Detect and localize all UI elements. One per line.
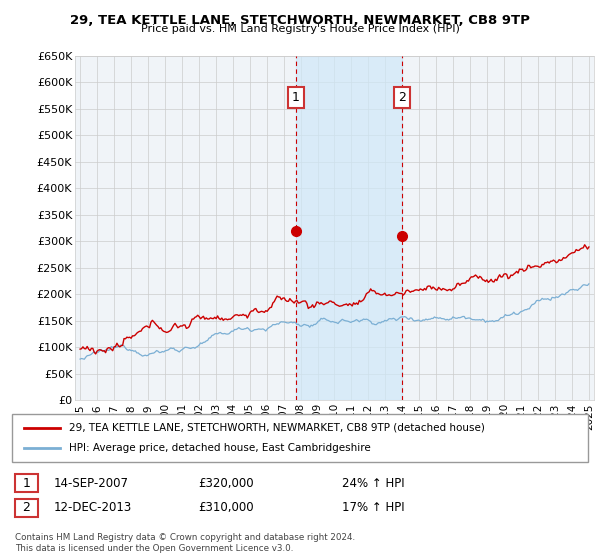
Text: 14-SEP-2007: 14-SEP-2007 (54, 477, 129, 490)
Text: £320,000: £320,000 (198, 477, 254, 490)
Text: 17% ↑ HPI: 17% ↑ HPI (342, 501, 404, 515)
Text: 29, TEA KETTLE LANE, STETCHWORTH, NEWMARKET, CB8 9TP: 29, TEA KETTLE LANE, STETCHWORTH, NEWMAR… (70, 14, 530, 27)
Text: 12-DEC-2013: 12-DEC-2013 (54, 501, 132, 515)
Bar (296, 56, 401, 400)
Text: 24% ↑ HPI: 24% ↑ HPI (342, 477, 404, 490)
Text: £310,000: £310,000 (198, 501, 254, 515)
Text: Contains HM Land Registry data © Crown copyright and database right 2024.
This d: Contains HM Land Registry data © Crown c… (15, 533, 355, 553)
Text: 2: 2 (398, 91, 406, 104)
Text: 2: 2 (22, 501, 31, 515)
Text: 1: 1 (292, 91, 299, 104)
Text: 29, TEA KETTLE LANE, STETCHWORTH, NEWMARKET, CB8 9TP (detached house): 29, TEA KETTLE LANE, STETCHWORTH, NEWMAR… (69, 423, 485, 433)
Text: Price paid vs. HM Land Registry's House Price Index (HPI): Price paid vs. HM Land Registry's House … (140, 24, 460, 34)
Text: HPI: Average price, detached house, East Cambridgeshire: HPI: Average price, detached house, East… (69, 443, 371, 452)
Text: 1: 1 (22, 477, 31, 490)
